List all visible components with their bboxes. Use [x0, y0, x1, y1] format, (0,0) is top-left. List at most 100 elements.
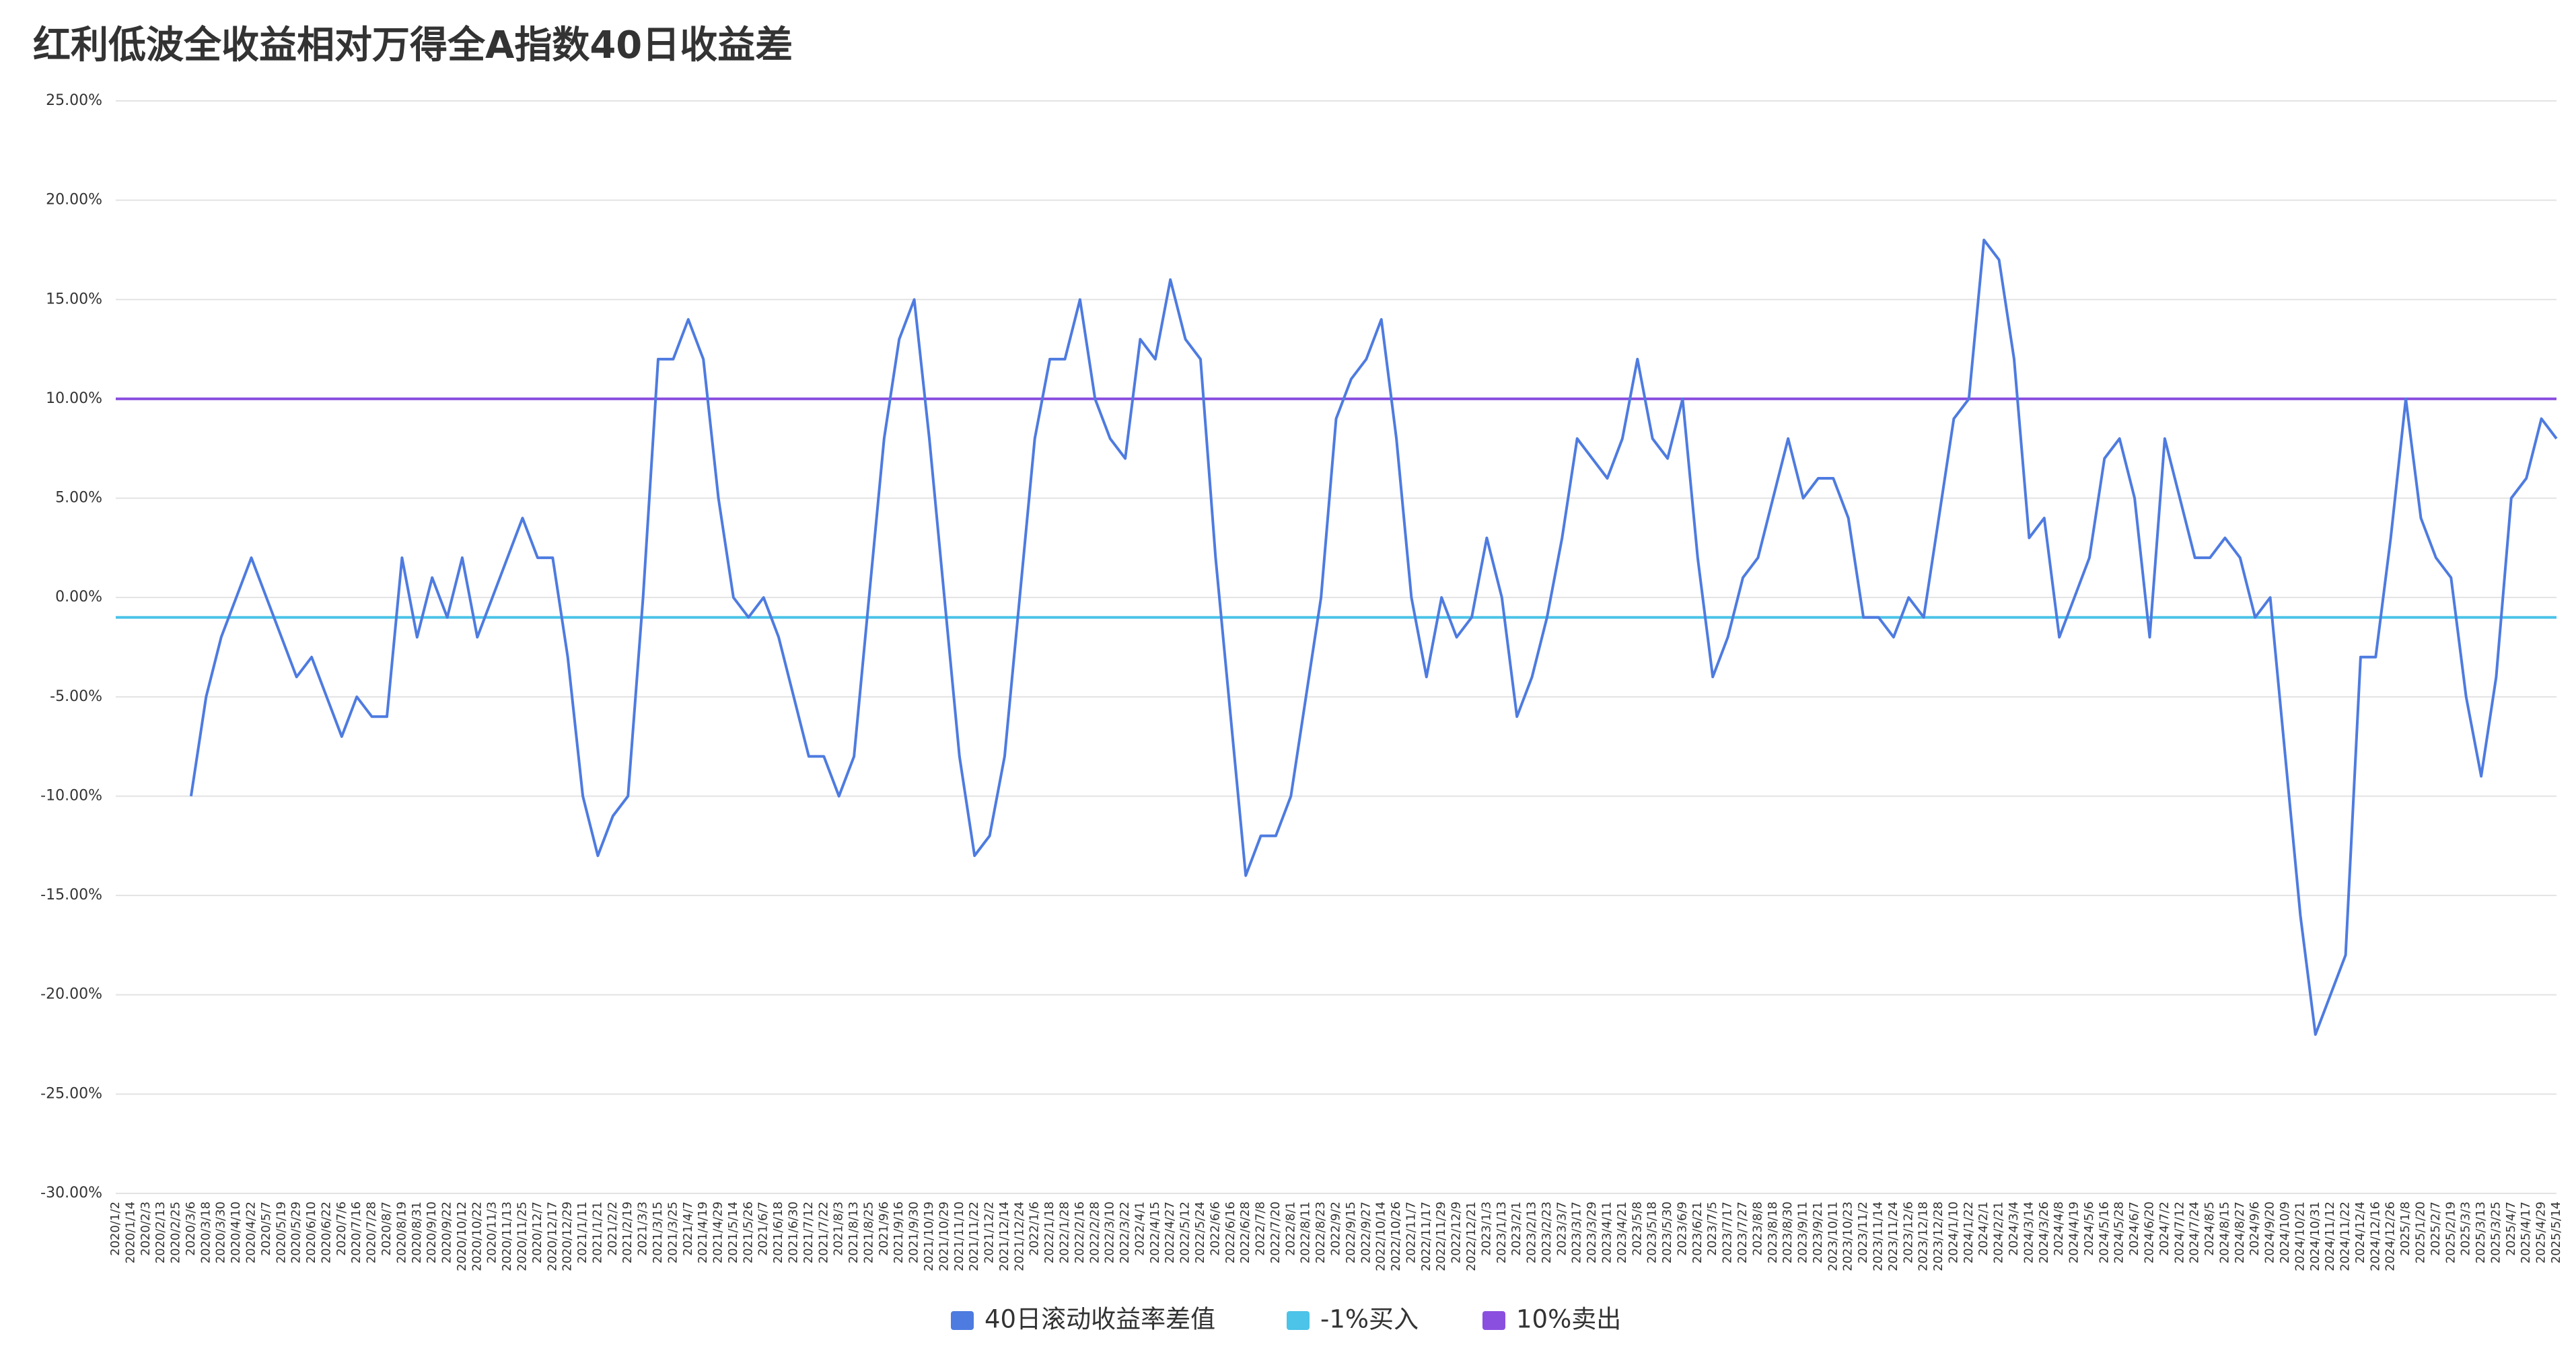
x-tick-label: 2025/4/17: [2519, 1201, 2533, 1263]
x-tick-label: 2020/9/22: [440, 1201, 454, 1263]
x-tick-label: 2022/7/8: [1254, 1201, 1268, 1256]
y-tick-label: -15.00%: [40, 887, 102, 903]
x-tick-label: 2023/4/11: [1600, 1201, 1614, 1263]
x-tick-label: 2023/7/5: [1705, 1201, 1719, 1256]
x-tick-label: 2025/1/8: [2398, 1201, 2412, 1256]
x-tick-label: 2020/7/28: [365, 1201, 379, 1263]
x-tick-label: 2024/8/27: [2233, 1201, 2247, 1263]
x-tick-label: 2022/10/26: [1389, 1201, 1403, 1271]
x-tick-label: 2020/10/22: [470, 1201, 484, 1271]
x-tick-label: 2020/3/6: [184, 1201, 198, 1256]
x-tick-label: 2024/12/16: [2368, 1201, 2382, 1271]
x-tick-label: 2024/11/22: [2338, 1201, 2353, 1271]
x-tick-label: 2025/5/14: [2549, 1201, 2563, 1263]
x-tick-label: 2023/5/8: [1630, 1201, 1644, 1256]
x-tick-label: 2021/3/3: [636, 1201, 650, 1256]
x-tick-label: 2024/10/9: [2278, 1201, 2292, 1263]
x-tick-label: 2022/6/16: [1223, 1201, 1238, 1263]
x-tick-label: 2022/9/27: [1359, 1201, 1373, 1263]
x-tick-label: 2021/4/29: [711, 1201, 725, 1263]
x-tick-label: 2021/6/7: [756, 1201, 771, 1256]
x-tick-label: 2025/2/7: [2429, 1201, 2443, 1256]
x-tick-label: 2020/6/22: [319, 1201, 333, 1263]
x-tick-label: 2024/9/20: [2263, 1201, 2277, 1263]
x-tick-label: 2025/3/3: [2459, 1201, 2473, 1256]
x-tick-label: 2023/9/11: [1796, 1201, 1810, 1263]
x-tick-label: 2022/8/11: [1299, 1201, 1313, 1263]
x-tick-label: 2024/1/10: [1946, 1201, 1960, 1263]
x-tick-label: 2020/11/13: [500, 1201, 514, 1271]
x-tick-label: 2020/1/2: [108, 1201, 122, 1256]
x-tick-label: 2020/4/22: [244, 1201, 258, 1263]
x-tick-label: 2024/7/2: [2157, 1201, 2172, 1256]
x-tick-label: 2020/2/3: [139, 1201, 153, 1256]
x-tick-label: 2022/9/2: [1329, 1201, 1343, 1256]
x-tick-label: 2024/4/19: [2067, 1201, 2081, 1263]
y-tick-label: -20.00%: [40, 986, 102, 1003]
x-tick-label: 2022/3/10: [1103, 1201, 1117, 1263]
x-tick-label: 2022/1/6: [1028, 1201, 1042, 1256]
x-tick-label: 2020/1/14: [123, 1201, 137, 1263]
x-tick-label: 2023/3/7: [1554, 1201, 1569, 1256]
x-tick-label: 2025/2/19: [2443, 1201, 2458, 1263]
x-tick-label: 2024/10/31: [2308, 1201, 2322, 1271]
x-tick-label: 2020/5/29: [289, 1201, 303, 1263]
x-tick-label: 2020/12/17: [545, 1201, 559, 1271]
x-tick-label: 2020/2/25: [169, 1201, 183, 1263]
x-tick-label: 2023/7/27: [1736, 1201, 1750, 1263]
x-tick-label: 2021/11/10: [952, 1201, 966, 1271]
chart-title: 红利低波全收益相对万得全A指数40日收益差: [33, 24, 793, 67]
legend-label: 40日滚动收益率差值: [985, 1305, 1215, 1334]
x-tick-label: 2022/4/1: [1133, 1201, 1147, 1256]
x-tick-label: 2024/12/26: [2384, 1201, 2398, 1271]
x-tick-label: 2024/1/22: [1962, 1201, 1976, 1263]
x-tick-label: 2024/12/4: [2353, 1201, 2367, 1263]
x-tick-label: 2022/2/28: [1087, 1201, 1102, 1263]
x-tick-label: 2025/3/25: [2489, 1201, 2503, 1263]
x-tick-label: 2022/8/1: [1283, 1201, 1297, 1256]
x-tick-label: 2024/10/21: [2293, 1201, 2307, 1271]
x-tick-label: 2020/4/10: [229, 1201, 243, 1263]
x-tick-label: 2022/1/18: [1042, 1201, 1057, 1263]
x-tick-label: 2021/6/30: [787, 1201, 801, 1263]
x-tick-label: 2020/11/3: [485, 1201, 499, 1263]
x-tick-label: 2020/12/29: [561, 1201, 575, 1271]
x-tick-label: 2023/12/28: [1931, 1201, 1945, 1271]
x-tick-label: 2021/8/3: [832, 1201, 846, 1256]
x-tick-label: 2024/3/4: [2007, 1201, 2021, 1256]
x-tick-label: 2025/4/7: [2504, 1201, 2518, 1256]
x-tick-label: 2020/9/10: [425, 1201, 439, 1263]
y-tick-label: 25.00%: [46, 92, 102, 109]
x-tick-label: 2024/5/16: [2097, 1201, 2111, 1263]
x-tick-label: 2020/10/12: [455, 1201, 469, 1271]
x-tick-label: 2022/6/6: [1208, 1201, 1222, 1256]
x-tick-label: 2021/2/2: [606, 1201, 620, 1256]
x-tick-label: 2022/4/27: [1163, 1201, 1177, 1263]
x-tick-label: 2020/3/30: [214, 1201, 228, 1263]
x-tick-label: 2024/4/8: [2052, 1201, 2066, 1256]
x-tick-label: 2025/1/20: [2414, 1201, 2428, 1263]
x-tick-label: 2024/8/5: [2203, 1201, 2217, 1256]
x-tick-label: 2023/12/6: [1901, 1201, 1915, 1263]
x-tick-label: 2024/7/24: [2188, 1201, 2202, 1263]
x-tick-label: 2024/7/12: [2172, 1201, 2186, 1263]
x-tick-label: 2024/6/7: [2127, 1201, 2141, 1256]
x-tick-label: 2025/4/29: [2534, 1201, 2548, 1263]
x-tick-label: 2021/3/15: [651, 1201, 665, 1263]
x-tick-label: 2021/9/6: [877, 1201, 891, 1256]
x-tick-label: 2023/11/2: [1856, 1201, 1870, 1263]
x-tick-label: 2024/5/6: [2082, 1201, 2096, 1256]
x-tick-label: 2023/1/3: [1479, 1201, 1493, 1256]
legend-swatch: [1482, 1311, 1505, 1330]
x-tick-label: 2023/8/8: [1750, 1201, 1764, 1256]
x-tick-label: 2021/10/29: [937, 1201, 951, 1271]
legend-label: 10%卖出: [1516, 1305, 1621, 1334]
x-tick-label: 2023/7/17: [1721, 1201, 1735, 1263]
x-tick-label: 2021/10/19: [922, 1201, 936, 1271]
x-tick-label: 2022/11/7: [1404, 1201, 1418, 1263]
x-tick-label: 2023/10/11: [1826, 1201, 1840, 1271]
x-tick-label: 2023/2/23: [1540, 1201, 1554, 1263]
x-tick-label: 2024/6/20: [2143, 1201, 2157, 1263]
x-tick-label: 2021/3/25: [666, 1201, 680, 1263]
